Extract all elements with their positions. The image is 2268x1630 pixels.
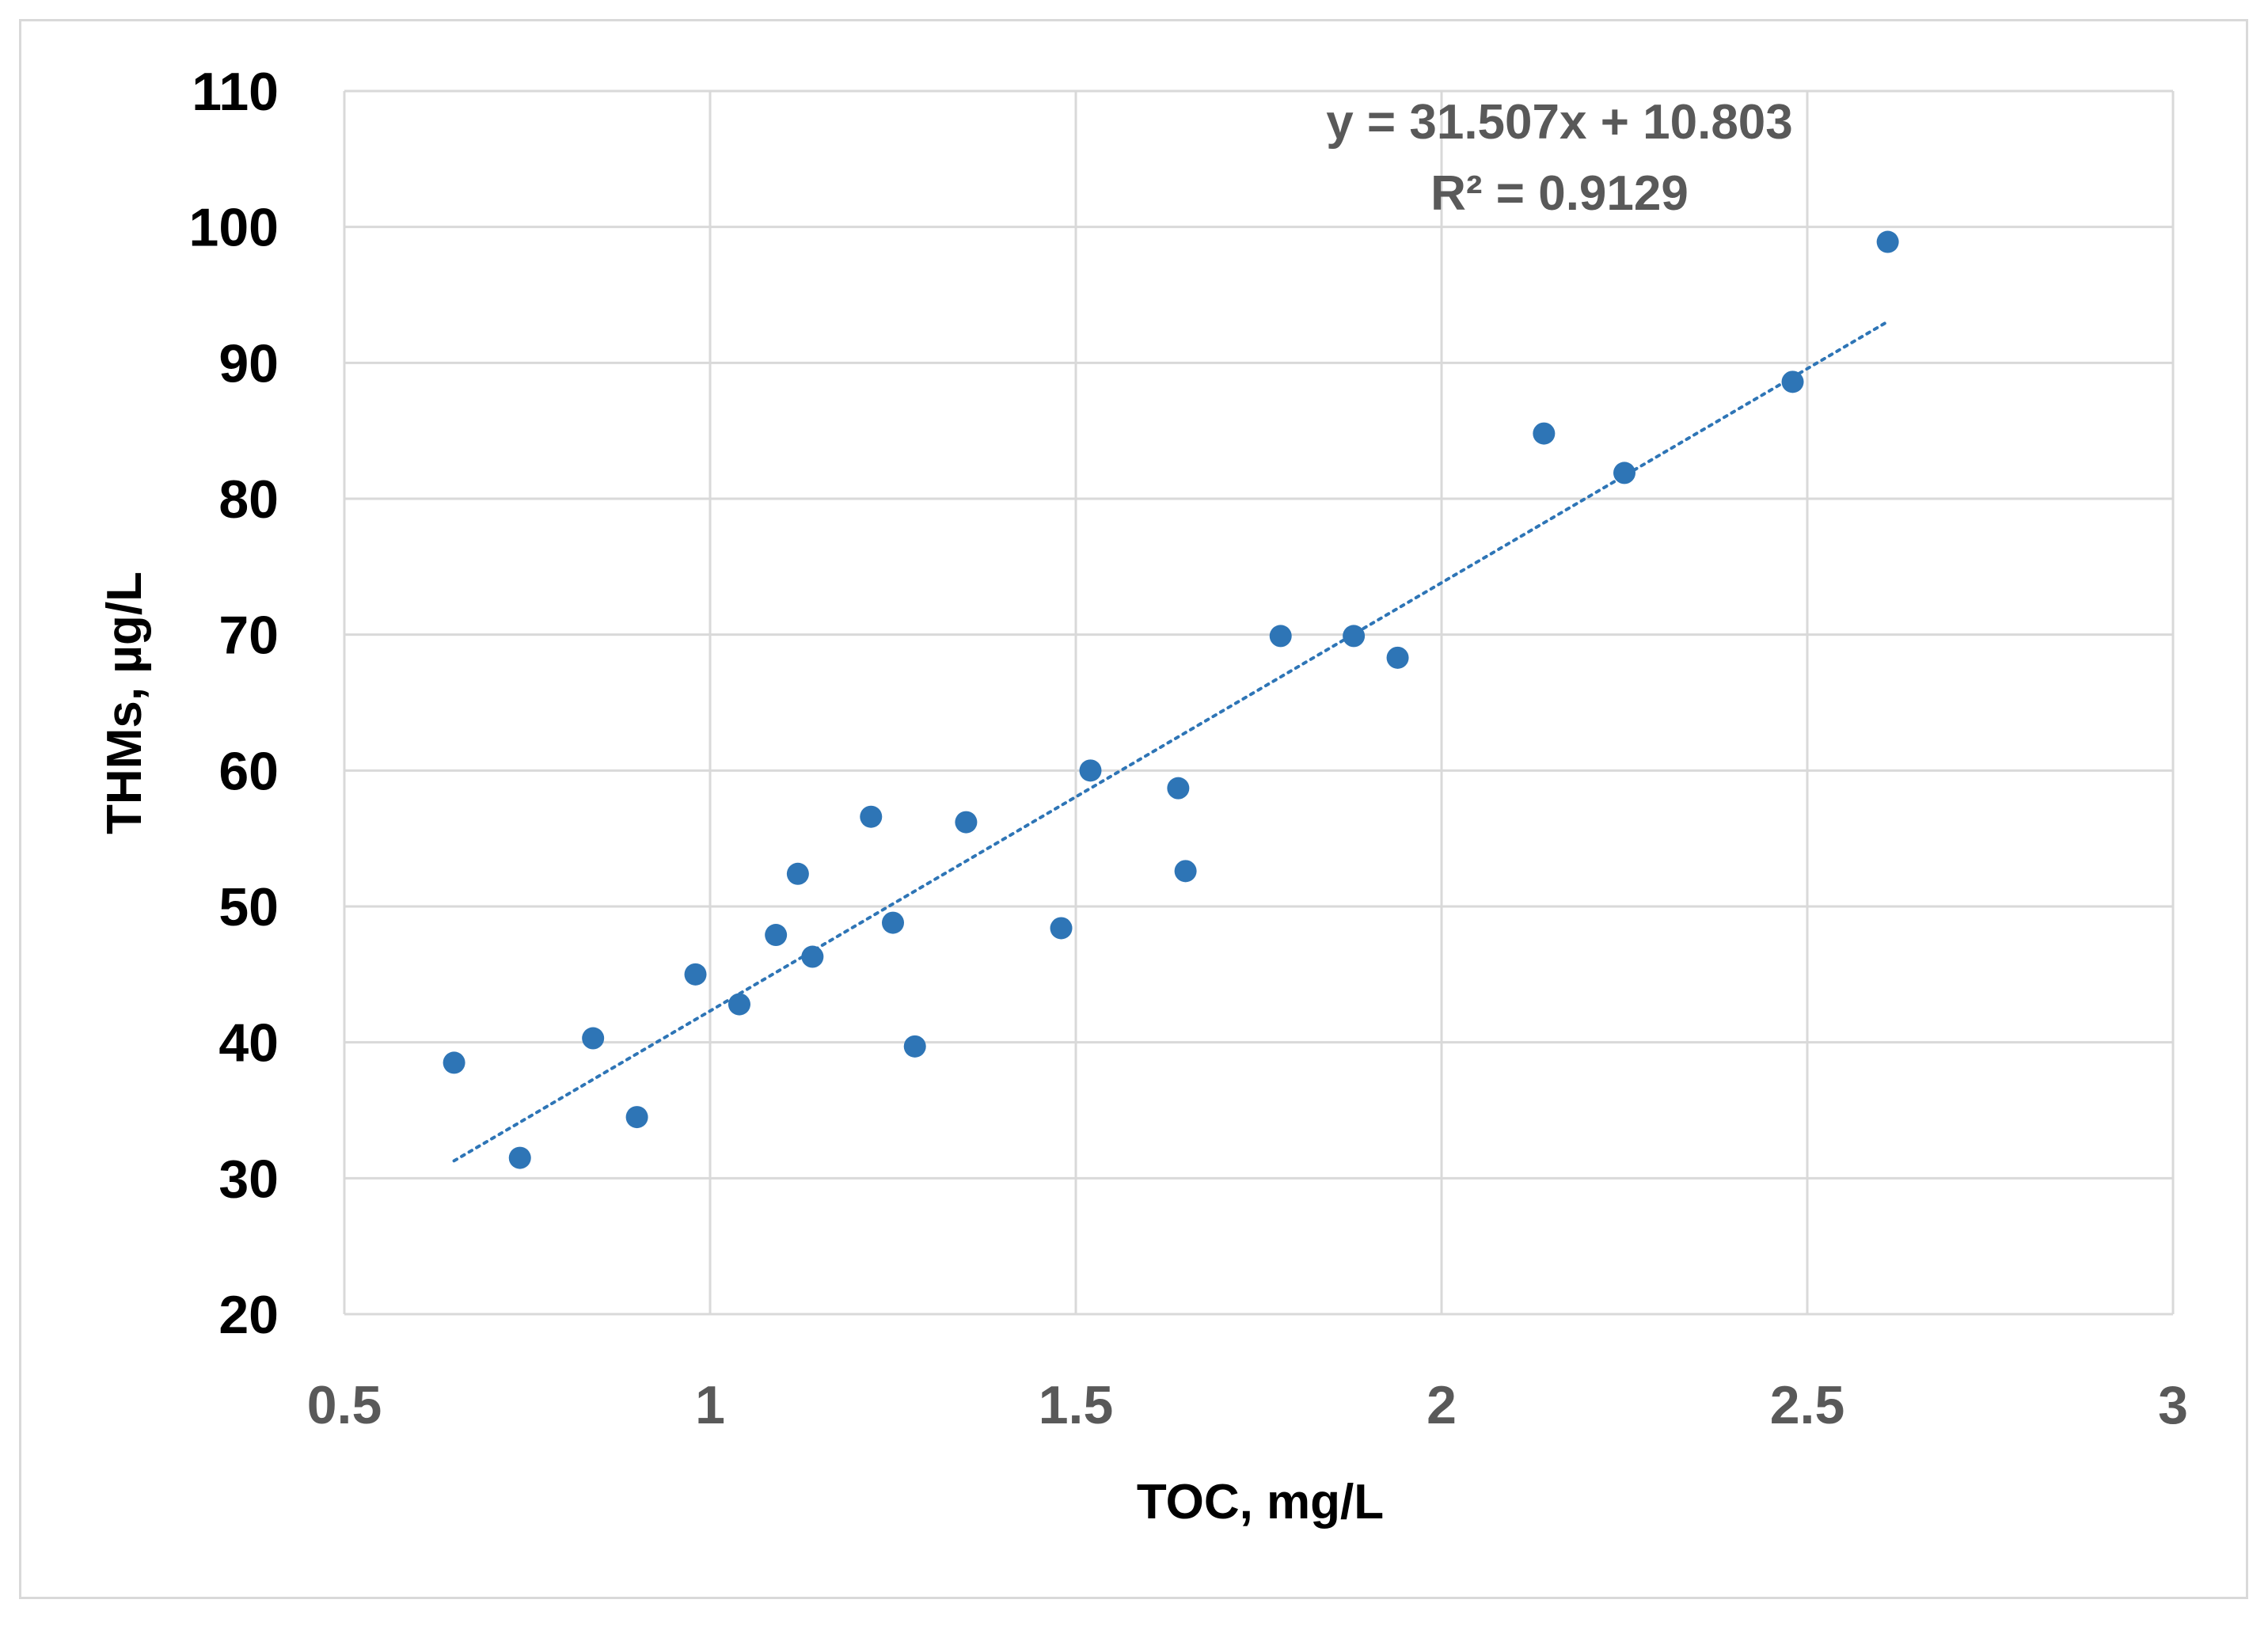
data-point	[1386, 646, 1409, 669]
trendline-group	[452, 320, 1890, 1163]
data-point	[1269, 625, 1292, 648]
x-tick-label: 1	[695, 1375, 725, 1435]
data-point	[1613, 462, 1635, 484]
x-tick-labels: 0.5 1 1.5 2 2.5 3	[307, 1375, 2188, 1435]
data-point	[955, 811, 978, 834]
data-point	[786, 862, 809, 885]
data-point	[765, 924, 788, 947]
data-point	[1343, 625, 1366, 648]
data-points	[443, 230, 1899, 1169]
y-tick-labels: 20 30 40 50 60 70 80 90 100 110	[189, 62, 279, 1345]
x-tick-label: 3	[2158, 1375, 2188, 1435]
data-point	[1533, 422, 1556, 445]
trendline-equation: y = 31.507x + 10.803	[1326, 95, 1793, 150]
data-point	[1174, 860, 1197, 883]
y-tick-label: 90	[218, 333, 279, 393]
data-point	[728, 993, 750, 1016]
data-point	[1167, 777, 1190, 800]
data-point	[1050, 917, 1073, 940]
data-point	[1876, 230, 1899, 253]
data-point	[1079, 759, 1102, 782]
data-point	[508, 1146, 531, 1169]
chart-frame	[19, 19, 2248, 1599]
y-tick-label: 50	[218, 877, 279, 937]
data-point	[684, 963, 707, 986]
data-point	[882, 911, 904, 934]
gridlines	[343, 89, 2175, 1316]
data-point	[625, 1106, 648, 1129]
data-point	[903, 1035, 926, 1058]
y-axis-label: THMs, µg/L	[97, 572, 152, 834]
y-tick-label: 30	[218, 1149, 279, 1209]
y-tick-label: 60	[218, 741, 279, 801]
x-tick-label: 0.5	[307, 1375, 382, 1435]
y-tick-label: 70	[218, 606, 279, 666]
linear-trendline	[452, 320, 1890, 1163]
data-point	[443, 1051, 465, 1074]
y-tick-label: 80	[218, 469, 279, 530]
x-tick-label: 1.5	[1039, 1375, 1114, 1435]
x-tick-label: 2	[1427, 1375, 1457, 1435]
data-point	[860, 805, 883, 828]
data-point	[801, 945, 824, 968]
y-tick-label: 40	[218, 1013, 279, 1073]
data-point	[1781, 370, 1804, 393]
data-point	[582, 1027, 605, 1050]
x-tick-label: 2.5	[1770, 1375, 1845, 1435]
y-tick-label: 20	[218, 1285, 279, 1345]
y-tick-label: 110	[192, 62, 279, 122]
x-axis-label: TOC, mg/L	[1137, 1475, 1384, 1529]
y-tick-label: 100	[189, 198, 279, 258]
r-squared-label: R² = 0.9129	[1430, 166, 1689, 221]
